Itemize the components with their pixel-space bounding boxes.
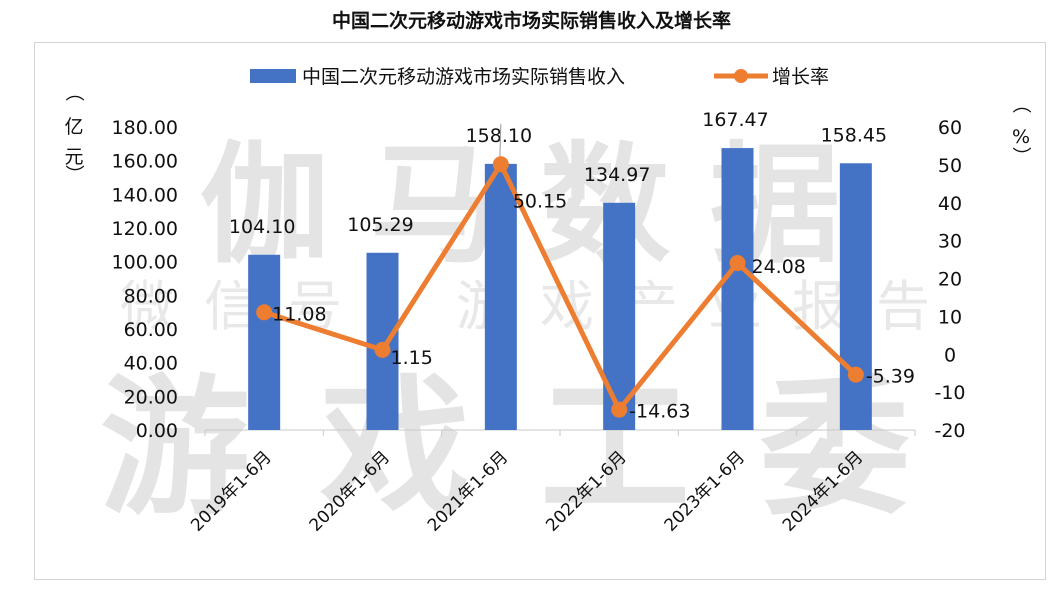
right-axis-tick-label-1: -10	[934, 382, 965, 404]
bar-value-label-2: 158.10	[466, 125, 532, 147]
left-axis-tick-label-2: 40.00	[124, 353, 178, 375]
growth-point-1	[374, 341, 391, 358]
bar-series	[248, 148, 872, 431]
right-axis-tick-label-6: 40	[938, 193, 962, 215]
right-axis-tick-label-5: 30	[938, 231, 962, 253]
right-unit-close: ）	[1010, 146, 1032, 165]
right-axis-tick-label-2: 0	[944, 344, 956, 366]
bar-value-label-5: 158.45	[821, 124, 887, 146]
page-title: 中国二次元移动游戏市场实际销售收入及增长率	[331, 10, 731, 32]
watermark-line2: 微信号：游戏产业报告	[120, 275, 960, 338]
bar-value-label-0: 104.10	[229, 216, 295, 238]
bar-value-label-4: 167.47	[702, 109, 768, 131]
left-axis-tick-label-9: 180.00	[112, 117, 178, 139]
left-axis-tick-label-7: 140.00	[112, 184, 178, 206]
right-unit-char: %	[1012, 126, 1030, 148]
left-axis-tick-label-1: 20.00	[124, 386, 178, 408]
growth-line	[263, 161, 858, 413]
legend-label-line: 增长率	[772, 66, 829, 88]
bar-1	[366, 252, 399, 430]
bar-value-label-1: 105.29	[347, 214, 413, 236]
left-axis-tick-label-4: 80.00	[124, 285, 178, 307]
right-axis-tick-label-4: 20	[938, 269, 962, 291]
legend-marker-line	[734, 69, 748, 83]
left-unit-close: ）	[63, 164, 85, 183]
bar-0	[248, 254, 281, 430]
left-axis-tick-label-3: 60.00	[124, 319, 178, 341]
left-unit-char-1: 亿	[64, 116, 83, 138]
x-axis-ticks	[204, 430, 916, 436]
line-labels: 11.08 1.15 50.15 -14.63 24.08 -5.39	[272, 190, 915, 422]
bar-5	[839, 163, 872, 431]
right-axis: -20 -10 0 10 20 30 40 50 60	[934, 117, 965, 442]
legend-swatch-bar	[250, 69, 296, 83]
growth-point-5	[847, 366, 864, 383]
bar-4	[721, 148, 754, 430]
bar-2	[484, 163, 517, 431]
bar-labels: 104.10 105.29 158.10 134.97 167.47 158.45	[229, 109, 887, 238]
right-axis-tick-label-7: 50	[938, 155, 962, 177]
right-axis-tick-label-8: 60	[938, 117, 962, 139]
growth-value-label-1: 1.15	[391, 347, 433, 369]
growth-value-label-3: -14.63	[629, 401, 690, 423]
right-unit-open: （	[1010, 94, 1032, 113]
right-axis-tick-label-0: -20	[934, 420, 965, 442]
growth-point-0	[256, 304, 273, 321]
bar-value-label-3: 134.97	[584, 164, 650, 186]
left-unit-char-2: 元	[64, 146, 83, 168]
growth-point-3	[611, 401, 628, 418]
left-axis-tick-label-0: 0.00	[136, 420, 178, 442]
growth-value-label-2: 50.15	[513, 190, 567, 212]
left-unit-label: （ 亿 元 ）	[63, 82, 85, 183]
chart-frame	[34, 42, 1046, 580]
legend-label-bar: 中国二次元移动游戏市场实际销售收入	[302, 66, 625, 88]
left-axis: 0.00 20.00 40.00 60.00 80.00 100.00 120.00 140.…	[112, 117, 178, 442]
line-series	[256, 156, 864, 418]
legend: 中国二次元移动游戏市场实际销售收入 增长率	[250, 66, 829, 88]
left-unit-open: （	[63, 82, 85, 101]
bar-label-leader-2	[499, 123, 502, 159]
right-unit-label: （ % ）	[1010, 94, 1032, 165]
growth-value-label-4: 24.08	[752, 256, 806, 278]
left-axis-tick-label-8: 160.00	[112, 151, 178, 173]
growth-value-label-5: -5.39	[866, 366, 915, 388]
growth-value-label-0: 11.08	[272, 303, 326, 325]
left-axis-tick-label-5: 100.00	[112, 252, 178, 274]
right-axis-tick-label-3: 10	[938, 306, 962, 328]
growth-point-2	[492, 156, 509, 173]
growth-point-4	[729, 255, 746, 272]
left-axis-tick-label-6: 120.00	[112, 218, 178, 240]
